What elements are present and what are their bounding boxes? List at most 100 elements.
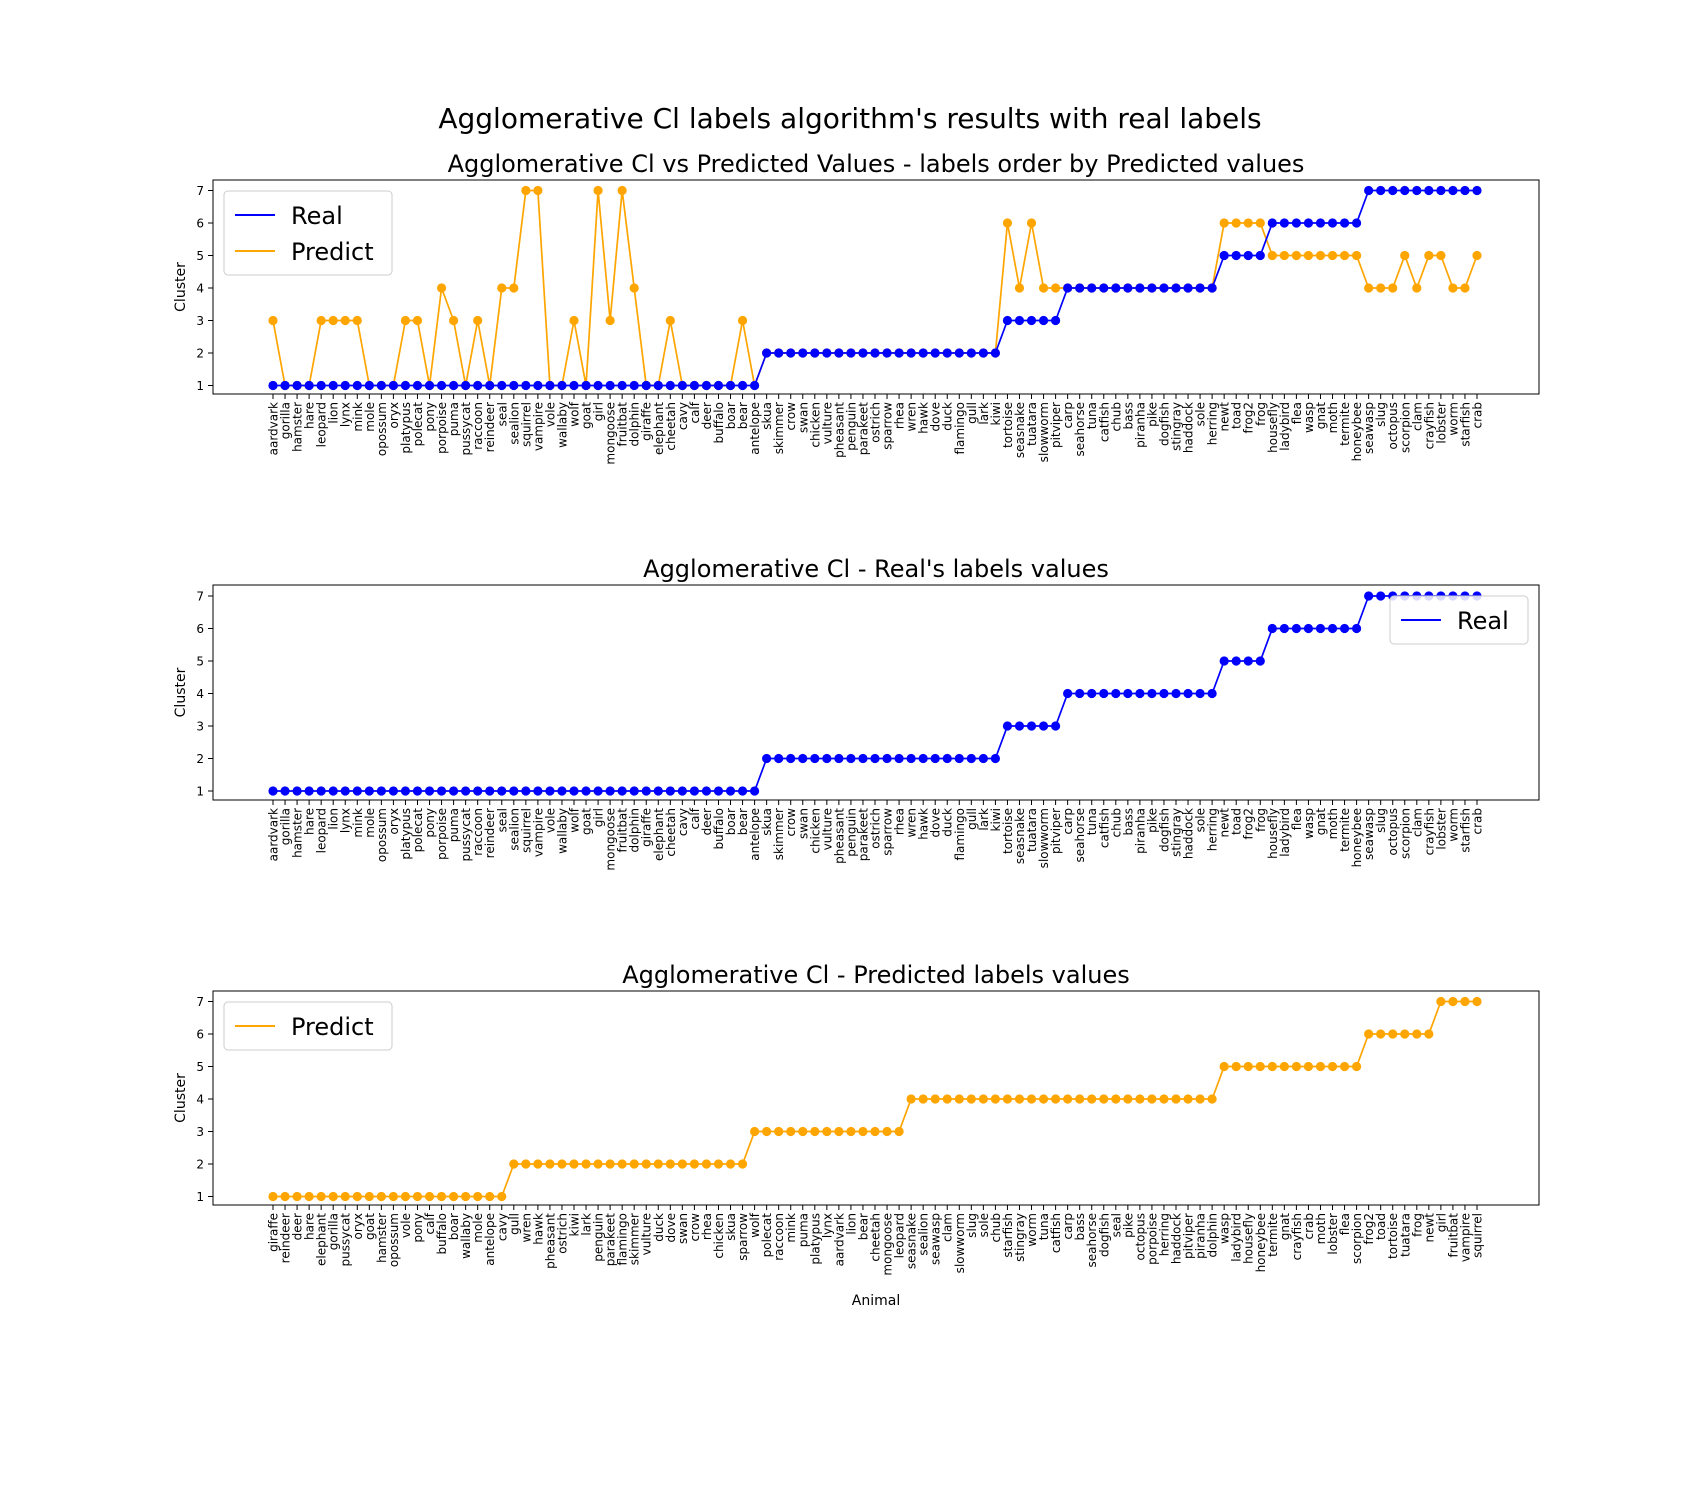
data-point-real: [906, 348, 916, 358]
x-tick-label: octopus: [1386, 808, 1400, 855]
x-tick-label: aardvark: [832, 1213, 846, 1266]
data-point-real: [1002, 315, 1013, 326]
data-point-real: [1195, 283, 1205, 293]
x-tick-label: dogfish: [1097, 1213, 1111, 1257]
data-point-real: [509, 786, 519, 796]
x-tick-label: girl: [592, 808, 606, 827]
x-tick-label: pitviper: [1182, 1213, 1196, 1259]
data-point-real: [388, 786, 398, 796]
data-point-predict: [473, 315, 483, 326]
data-point-real: [990, 348, 1001, 358]
data-point-real: [569, 380, 579, 391]
legend-label-real: Real: [1457, 607, 1509, 635]
data-point-predict: [292, 1191, 302, 1202]
data-point-real: [1207, 688, 1217, 699]
y-tick-label: 1: [196, 785, 204, 799]
data-point-predict: [713, 1159, 724, 1169]
data-point-real: [725, 786, 736, 796]
x-tick-label: pussycat: [459, 808, 473, 862]
x-tick-label: herring: [1206, 402, 1220, 445]
data-point-predict: [1315, 250, 1326, 261]
x-tick-label: deer: [700, 808, 714, 835]
x-tick-label: stingray: [1170, 808, 1184, 857]
data-point-predict: [1339, 1061, 1350, 1072]
data-point-real: [605, 380, 615, 391]
x-tick-label: lark: [580, 1213, 594, 1236]
data-point-real: [1255, 250, 1265, 261]
data-point-predict: [1315, 1061, 1326, 1072]
x-tick-label: wallaby: [459, 1213, 473, 1259]
data-point-real: [1219, 250, 1229, 261]
x-tick-label: honeybee: [1254, 1213, 1268, 1272]
data-point-real: [316, 786, 326, 796]
x-tick-label: lark: [977, 808, 991, 831]
data-point-real: [665, 380, 675, 391]
x-tick-label: ladybird: [1278, 402, 1292, 451]
x-tick-label: vole: [543, 808, 557, 833]
x-tick-label: toad: [1230, 402, 1244, 429]
x-tick-label: tortoise: [1386, 1213, 1400, 1259]
data-point-predict: [400, 1191, 411, 1202]
x-tick-label: reindeer: [483, 808, 497, 858]
x-tick-label: hawk: [531, 1213, 545, 1245]
x-tick-label: chicken: [808, 808, 822, 854]
x-tick-label: carp: [1061, 808, 1075, 835]
legend-label-real: Real: [291, 202, 343, 230]
x-tick-label: frog: [1254, 402, 1268, 426]
data-point-real: [1291, 218, 1301, 228]
x-tick-label: hawk: [917, 402, 931, 434]
x-tick-label: mole: [471, 1213, 485, 1243]
data-point-predict: [1051, 283, 1061, 293]
x-tick-label: opossum: [387, 1213, 401, 1267]
x-tick-label: cheetah: [869, 1213, 883, 1262]
data-point-predict: [930, 1094, 940, 1104]
data-point-real: [485, 786, 495, 796]
x-tick-label: elephant: [652, 402, 666, 455]
x-tick-label: lark: [977, 402, 991, 425]
data-point-real: [1183, 688, 1193, 699]
x-tick-label: porpoise: [435, 402, 449, 454]
data-point-predict: [1087, 1094, 1097, 1104]
data-point-predict: [858, 1126, 868, 1137]
x-tick-label: buffalo: [435, 1213, 449, 1255]
data-point-real: [1219, 656, 1229, 666]
x-tick-label: vulture: [820, 808, 834, 850]
data-point-predict: [605, 315, 615, 326]
data-point-predict: [1171, 1094, 1181, 1104]
y-tick-label: 3: [196, 720, 204, 734]
data-point-real: [701, 786, 712, 796]
x-tick-label: wolf: [568, 807, 582, 832]
suptitle: Agglomerative Cl labels algorithm's resu…: [438, 102, 1261, 135]
x-tick-label: frog: [1254, 808, 1268, 832]
data-point-real: [966, 348, 976, 358]
x-tick-label: mole: [363, 402, 377, 432]
data-point-predict: [762, 1126, 772, 1137]
x-tick-label: polecat: [411, 808, 425, 853]
data-point-predict: [1448, 283, 1458, 293]
x-tick-label: mole: [363, 808, 377, 838]
x-tick-label: sole: [1194, 402, 1208, 426]
x-tick-label: gorilla: [327, 1213, 341, 1250]
x-tick-label: hamster: [291, 808, 305, 858]
x-tick-label: crow: [784, 808, 798, 837]
y-tick-label: 1: [196, 379, 204, 393]
data-point-predict: [798, 1126, 808, 1137]
data-point-predict: [1327, 1061, 1338, 1072]
data-point-real: [750, 380, 760, 391]
x-tick-label: dogfish: [1157, 808, 1171, 852]
data-point-real: [918, 348, 928, 358]
x-tick-label: skua: [760, 402, 774, 430]
x-tick-label: oryx: [387, 808, 401, 834]
x-tick-label: leopard: [315, 402, 329, 447]
data-point-predict: [870, 1126, 880, 1137]
x-tick-label: termite: [1266, 1213, 1280, 1257]
data-point-predict: [1291, 1061, 1301, 1072]
x-tick-label: pony: [411, 1213, 425, 1243]
legend-box: [223, 1001, 393, 1051]
data-point-real: [629, 380, 639, 391]
data-point-real: [1315, 218, 1326, 228]
data-point-real: [268, 786, 278, 796]
x-tick-label: mink: [351, 402, 365, 432]
data-point-predict: [1460, 996, 1470, 1007]
data-point-predict: [1099, 1094, 1109, 1104]
